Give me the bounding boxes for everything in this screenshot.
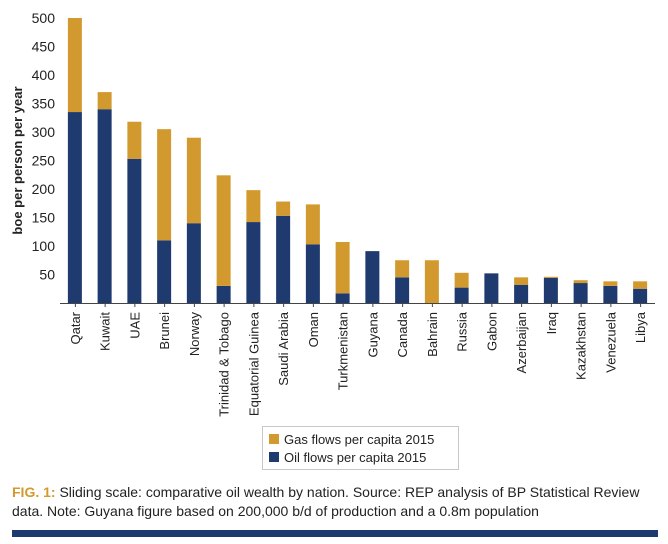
bar-segment-oil [276,215,291,303]
bar-segment-gas [514,277,529,285]
y-tick-label: 350 [32,96,56,112]
bar-segment-gas [127,121,142,159]
bar-segment-oil [543,277,558,303]
x-tick-label: Turkmenistan [336,312,351,390]
x-tick-label: Equatorial Guinea [246,311,261,416]
bar-segment-oil [127,158,142,303]
bar-segment-gas [603,281,618,286]
bar-segment-oil [365,251,380,303]
bar-segment-gas [216,175,231,286]
y-tick-label: 300 [32,124,56,140]
x-tick-label: Gabon [484,312,499,351]
bar-segment-oil [395,277,410,303]
x-tick-label: Brunei [157,312,172,350]
bar-segment-oil [484,273,499,303]
legend-item-gas: Gas flows per capita 2015 [269,430,434,448]
y-tick-label: 500 [32,10,56,26]
legend-label-gas: Gas flows per capita 2015 [284,431,435,447]
bottom-rule [12,530,658,537]
y-tick-label: 450 [32,39,56,55]
x-tick-label: Russia [455,311,470,352]
x-tick-label: Oman [306,312,321,347]
bar-segment-gas [305,204,320,245]
legend-swatch-oil [269,452,279,462]
figure-caption: FIG. 1: Sliding scale: comparative oil w… [12,483,662,521]
x-tick-label: Saudi Arabia [276,311,291,385]
y-axis-label: boe per person per year [10,86,25,234]
bar-segment-oil [246,222,261,303]
x-tick-label: Libya [633,311,648,343]
bar-segment-gas [97,92,112,110]
y-tick-label: 200 [32,181,56,197]
bar-segment-gas [454,272,469,288]
x-tick-label: Norway [187,312,202,357]
y-tick-label: 100 [32,238,56,254]
y-tick-label: 150 [32,210,56,226]
bar-segment-gas [186,137,201,224]
x-tick-label: Azerbaijan [514,312,529,373]
x-tick-label: Iraq [544,312,559,334]
bar-segment-oil [97,109,112,303]
bar-segment-oil [603,285,618,303]
figure-label: FIG. 1: [12,484,56,500]
stacked-bar-chart: boe per person per year 50 100 150 200 250 300… [10,10,655,417]
x-tick-label: Guyana [365,311,380,357]
y-tick-label: 400 [32,67,56,83]
bar-segment-gas [246,190,261,223]
bar-segment-gas [633,281,648,289]
bar-segment-oil [573,283,588,303]
x-tick-label: Trinidad & Tobago [217,312,232,417]
chart-legend: Gas flows per capita 2015 Oil flows per … [262,426,459,470]
legend-swatch-gas [269,434,279,444]
x-tick-label: Canada [395,311,410,357]
bar-segment-gas [157,129,172,241]
x-tick-label: UAE [127,312,142,339]
bar-segment-gas [543,276,558,278]
bar-segment-gas [424,260,439,303]
legend-label-oil: Oil flows per capita 2015 [284,449,427,465]
bar-segment-gas [67,18,82,113]
bar-segment-oil [216,285,231,303]
bar-segment-gas [335,242,350,294]
bar-segment-oil [514,284,529,303]
bar-segment-gas [573,280,588,284]
bar-segment-oil [335,293,350,303]
y-tick-label: 50 [39,267,55,283]
y-tick-label: 250 [32,153,56,169]
x-tick-label: Kuwait [98,312,113,351]
x-tick-label: Venezuela [603,311,618,372]
figure-caption-text: Sliding scale: comparative oil wealth by… [12,484,640,519]
bar-segment-gas [276,201,291,216]
bar-segment-oil [633,288,648,303]
legend-item-oil: Oil flows per capita 2015 [269,448,426,466]
bar-segment-oil [157,240,172,303]
x-tick-label: Kazakhstan [574,312,589,380]
x-tick-label: Bahrain [425,312,440,357]
bar-segment-oil [454,287,469,303]
bar-segment-oil [67,112,82,303]
bar-segment-gas [395,260,410,278]
x-tick-label: Qatar [68,311,83,344]
bar-segment-oil [186,223,201,303]
bar-segment-oil [305,244,320,303]
